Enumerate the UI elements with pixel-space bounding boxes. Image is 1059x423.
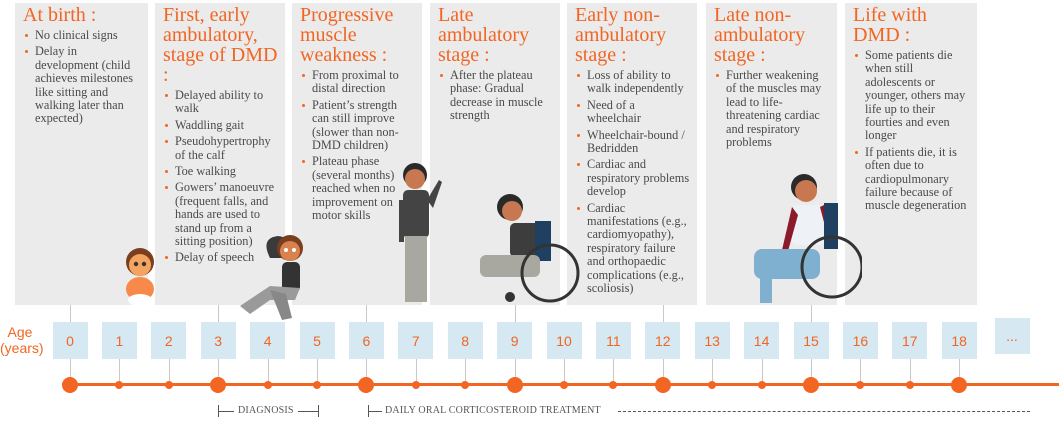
- age-tick-3: 3: [200, 322, 236, 359]
- symptom-item: Delayed ability to walk: [163, 88, 279, 116]
- symptom-item: Waddling gait: [163, 118, 279, 132]
- age-connector: [70, 359, 71, 384]
- symptom-item: Loss of ability to walk independently: [575, 68, 691, 96]
- age-connector: [909, 359, 911, 384]
- stage-panel: At birth : No clinical signs Delay in deve…: [15, 3, 148, 305]
- symptom-item: Patient’s strength can still improve (sl…: [300, 98, 416, 153]
- stage-title: Progressive muscle weakness :: [300, 4, 394, 66]
- age-connector: [959, 359, 961, 384]
- boy-wheelchair-illustration: [480, 194, 580, 303]
- symptom-item: Cardiac and respiratory problems develop: [575, 158, 691, 198]
- age-tick-0: 0: [52, 322, 88, 359]
- age-tick-2: 2: [151, 322, 187, 359]
- stage-panel: Late non-ambulatory stage : Further weake…: [706, 3, 837, 305]
- age-tick-15: 15: [793, 322, 829, 359]
- age-connector: [860, 359, 862, 384]
- age-connector: [564, 359, 565, 384]
- stage-symptom-list: From proximal to distal direction Patient…: [300, 68, 416, 222]
- baby-illustration: [126, 248, 154, 306]
- age-tick-5: 5: [299, 322, 335, 359]
- stage-symptom-list: Loss of ability to walk independently Nee…: [575, 68, 691, 296]
- symptom-item: Some patients die when still adolescents…: [853, 48, 971, 143]
- age-connector: [465, 359, 467, 384]
- age-tick-1: 1: [101, 322, 137, 359]
- age-unit-label: (years): [0, 340, 44, 356]
- symptom-item: From proximal to distal direction: [300, 68, 416, 96]
- symptom-item: Cardiac manifestations (e.g., cardiomyop…: [575, 201, 691, 296]
- stage-connector: [811, 305, 812, 322]
- age-connector: [218, 359, 220, 384]
- stage-title: Late non-ambulatory stage :: [714, 4, 806, 66]
- stage-panel: Early non-ambulatory stage : Loss of abil…: [567, 3, 697, 305]
- stage-symptom-list: Further weakening of the muscles may lea…: [714, 68, 831, 149]
- age-connector: [613, 359, 615, 384]
- age-connector: [811, 359, 812, 384]
- stage-symptom-list: No clinical signs Delay in development (c…: [23, 28, 142, 126]
- age-tick-12: 12: [645, 322, 681, 359]
- symptom-item: Gowers’ manoeuvre (frequent falls, and h…: [163, 181, 279, 248]
- stage-title: First, early ambulatory, stage of DMD :: [163, 4, 278, 86]
- stage-panel: First, early ambulatory, stage of DMD :D…: [155, 3, 285, 305]
- age-connector: [366, 359, 368, 384]
- stage-panel: Life with DMD : Some patients die when st…: [845, 3, 977, 305]
- symptom-item: Delay of speech: [163, 251, 279, 264]
- child-gowers-illustration: [240, 235, 303, 320]
- symptom-item: If patients die, it is often due to card…: [853, 145, 971, 213]
- symptom-item: Need of a wheelchair: [575, 98, 691, 126]
- stage-symptom-list: Some patients die when still adolescents…: [853, 48, 971, 213]
- age-tick-10: 10: [546, 322, 582, 359]
- stage-title: Life with DMD :: [853, 4, 927, 46]
- age-connector: [317, 359, 318, 384]
- age-connector: [514, 359, 516, 384]
- age-tick-16: 16: [842, 322, 878, 359]
- age-connector: [662, 359, 664, 384]
- age-connector: [168, 359, 170, 384]
- stage-connector: [218, 305, 220, 322]
- stage-title: Early non-ambulatory stage :: [575, 4, 667, 66]
- symptom-item: Plateau phase (several months) reached w…: [300, 155, 416, 222]
- stage-panel: Progressive muscle weakness : From proxim…: [292, 3, 422, 305]
- stage-connector: [514, 305, 516, 322]
- age-tick-more: ...: [994, 318, 1030, 354]
- symptom-item: After the plateau phase: Gradual decreas…: [438, 68, 554, 123]
- age-tick-11: 11: [595, 322, 631, 359]
- symptom-item: No clinical signs: [23, 28, 142, 42]
- age-connector: [267, 359, 269, 384]
- stage-connector: [366, 305, 368, 322]
- age-tick-8: 8: [447, 322, 483, 359]
- age-tick-18: 18: [941, 322, 977, 359]
- teen-wheelchair-illustration: [754, 174, 862, 303]
- age-tick-7: 7: [398, 322, 434, 359]
- timeline-line: [62, 383, 1059, 386]
- diagnosis-label: DIAGNOSIS: [238, 405, 294, 416]
- age-connector: [415, 359, 417, 384]
- age-label: Age: [7, 324, 33, 340]
- age-tick-13: 13: [694, 322, 730, 359]
- age-tick-4: 4: [250, 322, 286, 359]
- age-connector: [119, 359, 121, 384]
- age-tick-6: 6: [348, 322, 384, 359]
- stage-connector: [70, 305, 71, 322]
- symptom-item: Delay in development (child achieves mil…: [23, 45, 142, 125]
- stage-title: At birth :: [23, 4, 97, 26]
- age-tick-14: 14: [744, 322, 780, 359]
- age-connector: [761, 359, 763, 384]
- age-tick-9: 9: [497, 322, 533, 359]
- age-connector: [712, 359, 714, 384]
- symptom-item: Further weakening of the muscles may lea…: [714, 68, 831, 149]
- symptom-item: Pseudohypertrophy of the calf: [163, 135, 279, 162]
- stage-symptom-list: Delayed ability to walk Waddling gait Pseu…: [163, 88, 279, 265]
- stage-connector: [662, 305, 664, 322]
- symptom-item: Wheelchair-bound / Bedridden: [575, 128, 691, 156]
- boy-standing-illustration: [399, 163, 442, 302]
- stage-title: Late ambulatory stage :: [438, 4, 530, 66]
- treatment-label: DAILY ORAL CORTICOSTEROID TREATMENT: [385, 405, 601, 416]
- stage-symptom-list: After the plateau phase: Gradual decreas…: [438, 68, 554, 123]
- stage-panel: Late ambulatory stage : After the plateau…: [430, 3, 560, 305]
- symptom-item: Toe walking: [163, 164, 279, 178]
- age-tick-17: 17: [892, 322, 928, 359]
- age-axis-label: Age (years): [0, 324, 44, 356]
